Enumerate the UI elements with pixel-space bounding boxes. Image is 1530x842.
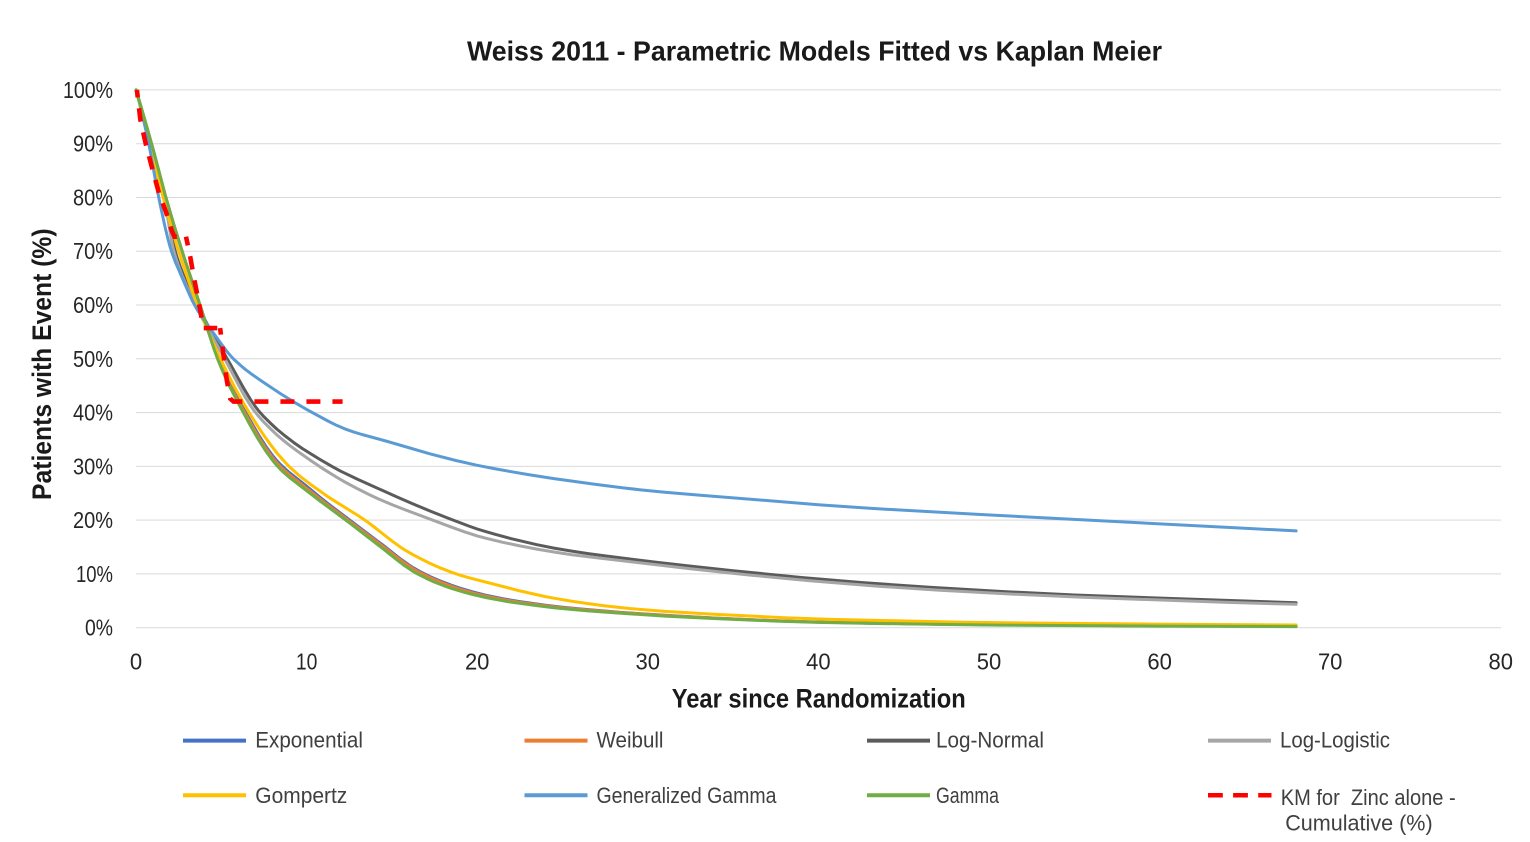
svg-text:40: 40	[806, 649, 831, 675]
svg-text:Log-Normal: Log-Normal	[936, 728, 1044, 753]
svg-text:KM for Zinc alone -: KM for Zinc alone -	[1281, 785, 1456, 810]
svg-text:50: 50	[977, 649, 1002, 675]
svg-text:40%: 40%	[73, 400, 113, 426]
svg-text:60: 60	[1147, 649, 1172, 675]
svg-text:Exponential: Exponential	[255, 728, 363, 753]
svg-text:80: 80	[1489, 649, 1514, 675]
svg-text:Weibull: Weibull	[597, 728, 664, 753]
svg-text:Cumulative (%): Cumulative (%)	[1285, 810, 1433, 835]
svg-text:30: 30	[636, 649, 661, 675]
svg-text:0%: 0%	[85, 615, 113, 641]
svg-text:70: 70	[1318, 649, 1343, 675]
svg-text:60%: 60%	[73, 292, 113, 318]
svg-text:Year since Randomization: Year since Randomization	[672, 684, 966, 714]
svg-text:Gamma: Gamma	[936, 783, 1000, 808]
svg-text:90%: 90%	[73, 131, 113, 157]
svg-text:100%: 100%	[63, 77, 113, 103]
svg-text:20: 20	[465, 649, 490, 675]
svg-text:10: 10	[296, 649, 318, 675]
svg-text:Weiss 2011 - Parametric Models: Weiss 2011 - Parametric Models Fitted vs…	[467, 36, 1162, 67]
svg-text:0: 0	[130, 649, 142, 675]
svg-text:10%: 10%	[76, 561, 113, 587]
svg-text:Patients with Event (%): Patients with Event (%)	[27, 228, 57, 500]
svg-text:Log-Logistic: Log-Logistic	[1280, 728, 1390, 753]
svg-text:50%: 50%	[73, 346, 113, 372]
svg-text:20%: 20%	[73, 507, 113, 533]
svg-text:80%: 80%	[73, 185, 113, 211]
svg-text:Generalized Gamma: Generalized Gamma	[597, 783, 778, 808]
svg-text:30%: 30%	[73, 453, 113, 479]
svg-text:Gompertz: Gompertz	[255, 783, 347, 808]
svg-text:70%: 70%	[73, 238, 113, 264]
